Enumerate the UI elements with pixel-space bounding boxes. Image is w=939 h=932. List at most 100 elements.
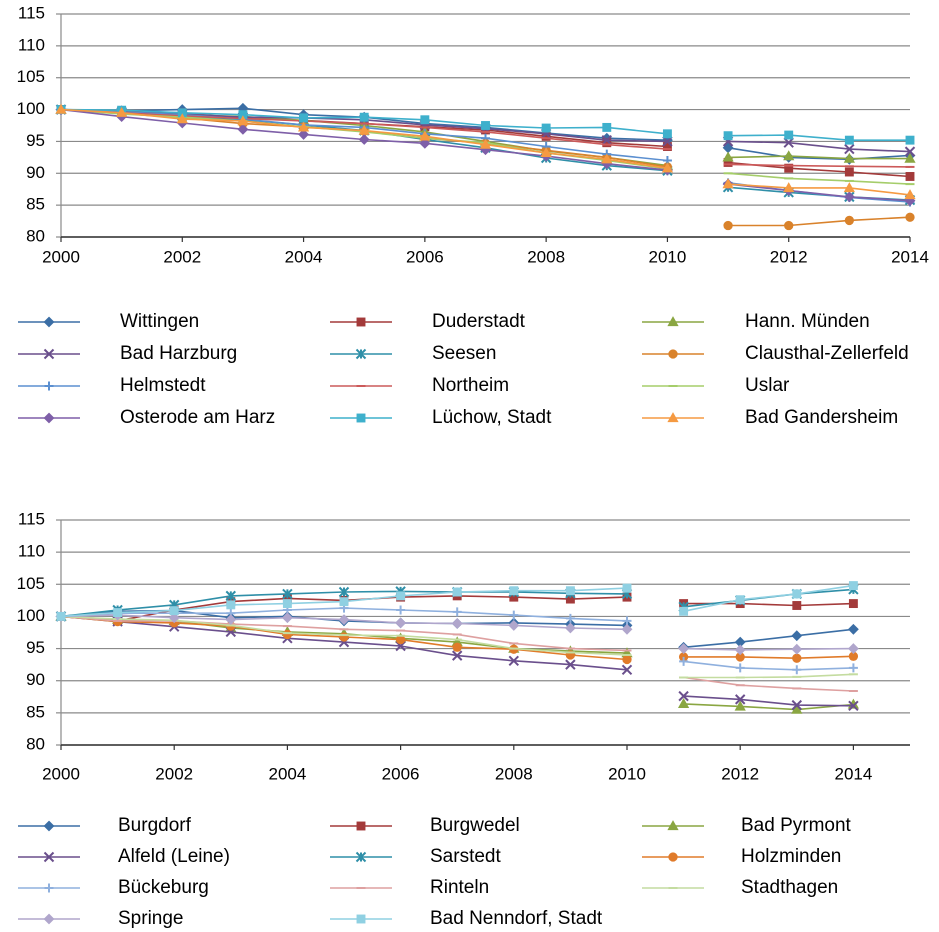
marker [844, 215, 855, 226]
marker [358, 134, 370, 145]
y-tick-label: 85 [26, 702, 45, 721]
marker [225, 590, 237, 602]
marker [564, 622, 576, 634]
marker [297, 121, 310, 132]
y-tick-label: 105 [17, 574, 45, 593]
marker [565, 586, 575, 596]
marker [843, 182, 855, 193]
marker [622, 654, 632, 665]
legend-label: Bad Harzburg [120, 343, 237, 364]
marker [844, 143, 855, 155]
marker [667, 820, 679, 831]
marker [565, 613, 575, 623]
marker [176, 113, 188, 124]
legend-label: Hann. Münden [745, 311, 870, 332]
marker [452, 587, 462, 597]
marker [735, 663, 745, 673]
marker [784, 163, 794, 173]
marker [848, 663, 858, 673]
x-tick-label: 2004 [268, 764, 306, 783]
marker [904, 152, 916, 163]
marker [905, 212, 915, 222]
marker [339, 597, 349, 607]
marker [783, 150, 795, 161]
legend-label: Lüchow, Stadt [432, 407, 552, 428]
marker [677, 698, 690, 709]
marker [679, 606, 689, 616]
marker [395, 634, 406, 645]
y-tick-label: 95 [26, 131, 45, 150]
legend-label: Northeim [432, 375, 509, 396]
marker [282, 599, 292, 609]
x-tick-label: 2002 [155, 764, 193, 783]
marker [168, 612, 180, 624]
marker [113, 608, 123, 618]
y-tick-label: 115 [18, 3, 45, 22]
marker [282, 629, 293, 640]
marker [43, 316, 55, 328]
marker [281, 612, 293, 624]
marker [508, 655, 520, 666]
y-tick-label: 110 [18, 35, 45, 54]
y-tick-label: 95 [26, 638, 45, 657]
series-line [60, 615, 854, 707]
marker [668, 349, 678, 359]
x-tick-label: 2004 [285, 247, 323, 266]
marker [481, 121, 490, 130]
marker [621, 664, 633, 675]
marker [783, 182, 795, 193]
legend-label: Helmstedt [120, 375, 206, 396]
marker [601, 134, 612, 146]
marker [44, 883, 54, 893]
marker [479, 138, 492, 149]
marker [509, 610, 519, 620]
legend-label: Seesen [432, 343, 496, 364]
marker [791, 643, 803, 655]
marker [298, 129, 309, 140]
y-tick-label: 115 [18, 509, 45, 528]
y-tick-label: 85 [26, 195, 45, 214]
marker [662, 129, 672, 139]
marker [282, 588, 293, 600]
series-line [60, 615, 854, 711]
marker [43, 412, 55, 424]
marker [661, 162, 674, 173]
x-tick-label: 2000 [42, 764, 80, 783]
marker [540, 147, 552, 158]
x-tick-label: 2002 [163, 247, 201, 266]
legend-label: Bad Pyrmont [741, 815, 852, 836]
marker [299, 113, 309, 123]
marker [44, 381, 54, 391]
marker [735, 595, 745, 605]
marker [679, 656, 689, 666]
marker [905, 135, 915, 145]
marker [116, 106, 128, 117]
marker [452, 642, 462, 652]
marker [355, 851, 367, 863]
legend-label: Burgdorf [118, 815, 192, 836]
marker [678, 690, 689, 702]
marker [734, 694, 746, 705]
marker [452, 607, 462, 617]
marker [791, 699, 803, 711]
marker [791, 630, 803, 642]
marker [601, 153, 613, 164]
marker [396, 591, 406, 601]
marker [43, 913, 55, 925]
legend-label: Holzminden [741, 846, 841, 867]
legend-label: Uslar [745, 375, 790, 396]
marker [667, 412, 679, 423]
marker [509, 586, 519, 596]
legend-label: Bad Gandersheim [745, 407, 898, 428]
marker [396, 605, 406, 615]
marker [848, 700, 859, 711]
legend-label: Rinteln [430, 877, 489, 898]
marker [237, 115, 249, 126]
x-tick-label: 2006 [406, 247, 444, 266]
marker [43, 820, 55, 832]
x-tick-label: 2012 [721, 764, 759, 783]
legend-label: Duderstadt [432, 311, 526, 332]
marker [722, 178, 734, 189]
marker [55, 103, 67, 114]
